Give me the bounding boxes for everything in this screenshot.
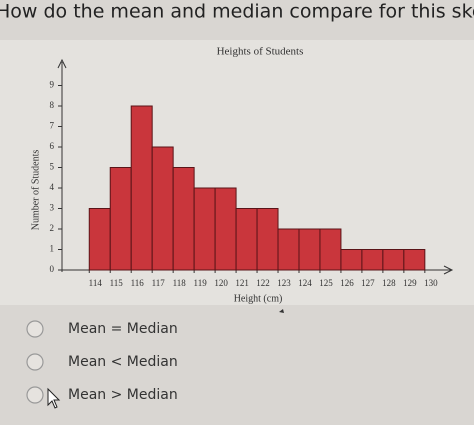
x-tick-label: 126 <box>340 278 354 288</box>
x-axis-label: Height (cm) <box>234 293 283 304</box>
x-tick-label: 116 <box>131 278 145 288</box>
radio-button[interactable] <box>26 320 44 338</box>
bar <box>382 249 405 271</box>
option-label[interactable]: Mean = Median <box>68 321 178 337</box>
bar <box>256 208 279 271</box>
x-tick-label: 117 <box>152 278 166 288</box>
bar <box>403 249 426 271</box>
y-tick-label: 6 <box>50 141 55 151</box>
bar <box>361 249 384 271</box>
y-tick-label: 3 <box>50 203 55 213</box>
x-tick-label: 114 <box>89 278 103 288</box>
x-tick-label: 125 <box>319 278 333 288</box>
x-tick-label: 119 <box>194 278 208 288</box>
option-label[interactable]: Mean > Median <box>68 387 178 403</box>
bar <box>319 228 342 271</box>
x-tick-label: 115 <box>110 278 124 288</box>
bar <box>298 228 321 271</box>
y-tick-label: 5 <box>50 162 55 172</box>
x-tick-label: 128 <box>382 278 396 288</box>
x-tick-label: 122 <box>256 278 270 288</box>
y-axis-label: Number of Students <box>30 150 41 231</box>
y-tick-label: 4 <box>50 182 55 192</box>
chart-title: Heights of Students <box>217 46 304 58</box>
bar <box>151 146 174 271</box>
y-tick-label: 8 <box>50 100 55 110</box>
x-tick-label: 120 <box>214 278 228 288</box>
y-tick-label: 2 <box>50 223 55 233</box>
x-axis-arrow <box>443 265 454 275</box>
bar <box>130 105 153 271</box>
y-tick-label: 1 <box>50 244 55 254</box>
question: How do the mean and median compare for t… <box>0 1 474 23</box>
x-tick-label: 121 <box>235 278 249 288</box>
x-tick-label: 130 <box>424 278 438 288</box>
x-tick-label: 123 <box>277 278 291 288</box>
y-tick-label: 0 <box>50 264 55 274</box>
mouse-cursor <box>47 387 61 409</box>
y-tick-label: 9 <box>50 80 55 90</box>
y-axis-arrow <box>57 58 67 69</box>
x-tick-label: 129 <box>403 278 417 288</box>
bar <box>277 228 300 271</box>
x-tick-label: 124 <box>298 278 312 288</box>
mark <box>279 309 284 313</box>
x-tick-label: 118 <box>173 278 187 288</box>
bar <box>214 187 237 271</box>
y-tick-label: 7 <box>50 121 55 131</box>
bar <box>109 167 132 271</box>
bar <box>88 208 111 271</box>
radio-button[interactable] <box>26 353 44 371</box>
radio-button[interactable] <box>26 386 44 404</box>
bar <box>340 249 363 271</box>
x-tick-label: 127 <box>361 278 375 288</box>
bar <box>172 167 195 271</box>
option-label[interactable]: Mean < Median <box>68 354 178 370</box>
bar <box>193 187 216 271</box>
bar <box>235 208 258 271</box>
